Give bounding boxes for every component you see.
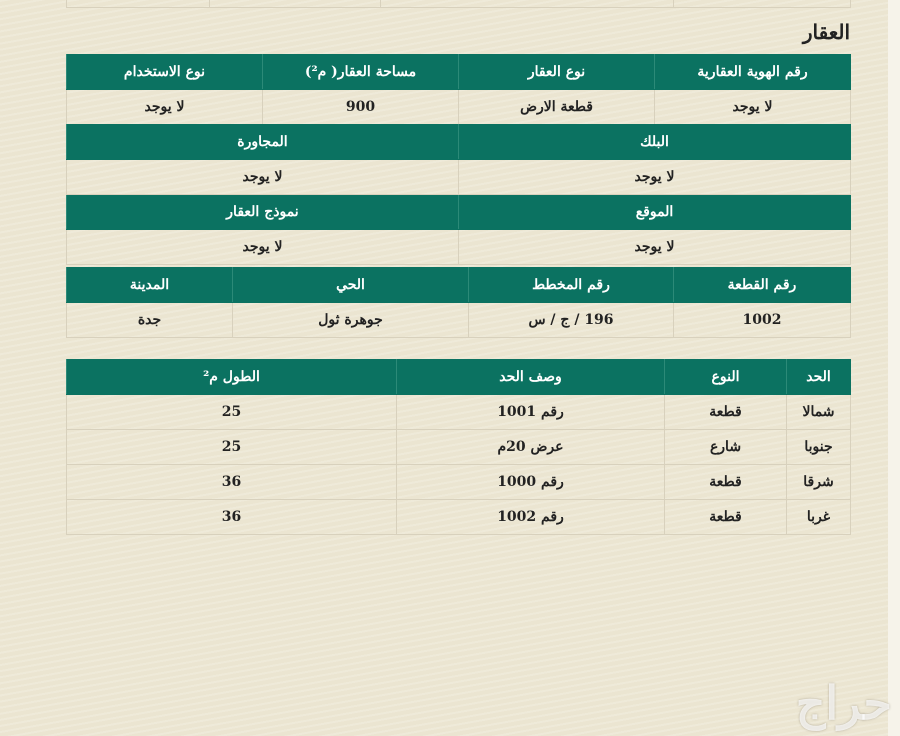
cell: شرقا — [786, 464, 851, 500]
cell: قطعة — [664, 394, 787, 430]
cell: 36 — [66, 464, 397, 500]
header-cell: نموذج العقار — [66, 194, 459, 230]
header-cell: مساحة العقار( م²) — [262, 54, 459, 90]
value-cell: لا يوجد — [654, 89, 851, 125]
property-table-3: رقم القطعة رقم المخطط الحي المدينة 1002 … — [66, 267, 851, 338]
header-cell: الموقع — [458, 194, 851, 230]
cell: عرض 20م — [396, 429, 665, 465]
value-cell: لا يوجد — [66, 229, 459, 265]
value-cell: لا يوجد — [66, 89, 263, 125]
page-edge — [888, 0, 900, 736]
header-cell: نوع العقار — [458, 54, 655, 90]
header-cell: رقم المخطط — [468, 267, 674, 303]
watermark-logo: حراج — [795, 676, 892, 730]
value-cell: قطعة الارض — [458, 89, 655, 125]
header-cell: المجاورة — [66, 124, 459, 160]
cell: 36 — [66, 499, 397, 535]
value-cell: 900 — [262, 89, 459, 125]
cell: قطعة — [664, 499, 787, 535]
header-cell: الحد — [786, 359, 851, 395]
header-cell: الطول م² — [66, 359, 397, 395]
cell: شارع — [664, 429, 787, 465]
table-row: جنوبا شارع عرض 20م 25 — [66, 429, 851, 465]
property-table-1: رقم الهوية العقارية نوع العقار مساحة الع… — [66, 54, 851, 125]
header-cell: البلك — [458, 124, 851, 160]
value-cell: 1002 — [673, 302, 851, 338]
header-cell: المدينة — [66, 267, 233, 303]
header-cell: نوع الاستخدام — [66, 54, 263, 90]
value-cell: لا يوجد — [458, 159, 851, 195]
property-table-2: البلك المجاورة لا يوجد لا يوجد الموقع نم… — [66, 124, 851, 265]
cell: 25 — [66, 394, 397, 430]
cell: 25 — [66, 429, 397, 465]
value-cell: 196 / ج / س — [468, 302, 674, 338]
cell: رقم 1001 — [396, 394, 665, 430]
cell: رقم 1000 — [396, 464, 665, 500]
cell: غربا — [786, 499, 851, 535]
table-row: غربا قطعة رقم 1002 36 — [66, 499, 851, 535]
value-cell: جدة — [66, 302, 233, 338]
cell: شمالا — [786, 394, 851, 430]
header-cell: رقم الهوية العقارية — [654, 54, 851, 90]
cell: رقم 1002 — [396, 499, 665, 535]
header-cell: رقم القطعة — [673, 267, 851, 303]
value-cell: لا يوجد — [458, 229, 851, 265]
header-cell: الحي — [232, 267, 469, 303]
previous-table-partial — [66, 0, 851, 8]
value-cell: جوهرة ثول — [232, 302, 469, 338]
cell: جنوبا — [786, 429, 851, 465]
header-cell: وصف الحد — [396, 359, 665, 395]
cell: قطعة — [664, 464, 787, 500]
table-row: شمالا قطعة رقم 1001 25 — [66, 394, 851, 430]
boundaries-table: الحد النوع وصف الحد الطول م² شمالا قطعة … — [66, 359, 851, 535]
section-title: العقار — [802, 20, 850, 44]
header-cell: النوع — [664, 359, 787, 395]
value-cell: لا يوجد — [66, 159, 459, 195]
table-row: شرقا قطعة رقم 1000 36 — [66, 464, 851, 500]
